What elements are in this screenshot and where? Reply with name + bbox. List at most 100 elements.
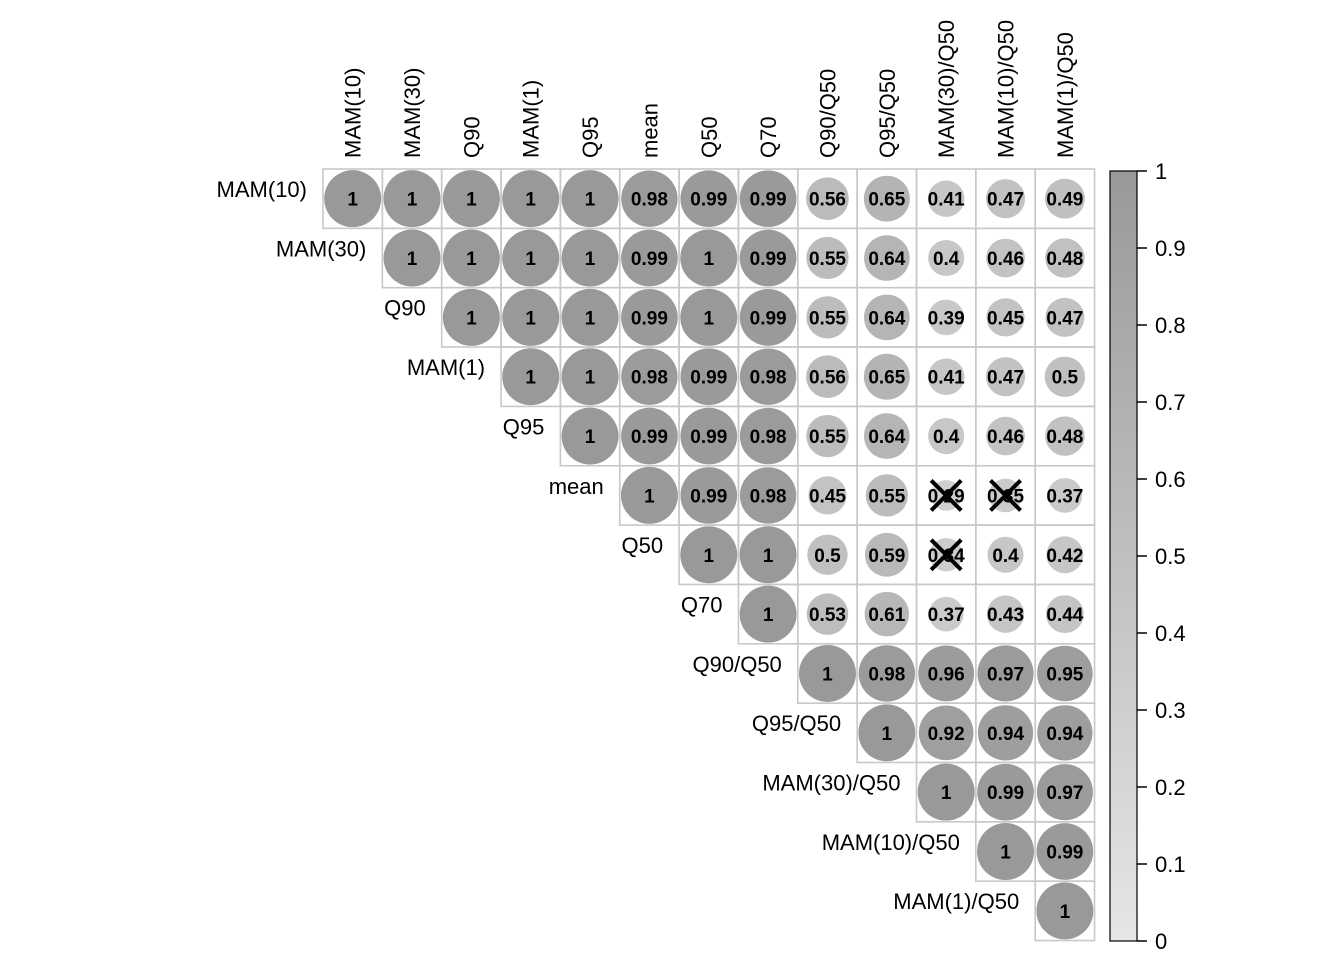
correlation-value: 0.92 [928,724,965,745]
correlation-circle [620,466,678,524]
row-label: MAM(30)/Q50 [762,771,900,796]
row-label: Q90/Q50 [693,652,782,677]
correlation-value: 1 [525,308,536,329]
correlation-value: 1 [763,605,774,626]
correlation-circle [977,705,1034,761]
correlation-circle [928,596,964,632]
row-labels: MAM(10) MAM(30) Q90 MAM(1) Q95 mean Q50 Q70 Q90/… [217,177,1020,914]
column-label: Q50 [697,116,722,158]
correlation-value: 0.61 [868,605,905,626]
colorbar-gradient [1109,170,1138,942]
row-label: MAM(1)/Q50 [893,889,1019,914]
correlation-value: 0.98 [868,664,905,685]
correlation-value: 0.56 [809,368,846,389]
row-label: Q90 [384,296,426,321]
correlation-circle [977,823,1035,881]
correlation-value: 0.4 [992,546,1019,567]
correlation-value: 0.95 [1046,664,1083,685]
correlation-circle [739,467,797,524]
correlation-value: 0.64 [868,308,905,329]
correlation-value: 0.98 [750,368,787,389]
colorbar-tick-label: 0.4 [1155,621,1186,646]
correlation-circle [739,585,797,643]
correlation-circle [806,296,849,339]
correlation-value: 0.99 [631,308,668,329]
correlation-value: 0.47 [987,368,1024,389]
colorbar-tick-label: 0.1 [1155,852,1186,877]
correlation-circle [806,177,849,221]
row-label: Q70 [681,592,723,617]
correlation-circle [917,763,975,821]
correlation-circle [680,407,738,465]
correlation-circle [561,288,619,346]
correlation-value: 1 [763,546,774,567]
correlation-value: 1 [822,664,833,685]
correlation-value: 0.96 [928,664,965,685]
correlation-value: 0.39 [928,308,965,329]
correlation-circle [680,229,738,287]
correlation-value: 0.98 [631,190,668,211]
correlation-circle [927,358,965,395]
correlation-value: 0.99 [690,427,727,448]
correlation-value: 0.4 [933,427,960,448]
correlation-value: 1 [585,368,596,389]
correlation-value: 0.56 [809,190,846,211]
correlation-value: 1 [525,368,536,389]
column-label: MAM(10)/Q50 [994,20,1019,158]
row-label: MAM(10)/Q50 [822,830,960,855]
correlation-circle [739,407,797,465]
correlation-value: 1 [703,249,714,270]
correlation-value: 0.5 [814,546,841,567]
correlation-value: 1 [585,190,596,211]
column-label: MAM(30)/Q50 [934,20,959,158]
correlation-circle [502,288,560,346]
correlation-circle [1036,764,1093,821]
correlation-value: 0.98 [631,368,668,389]
row-label: Q50 [622,533,664,558]
correlation-value: 0.48 [1046,427,1083,448]
correlation-circle [806,355,849,399]
correlation-value: 0.48 [1046,249,1083,270]
colorbar: 1 0.9 0.8 0.7 0.6 0.5 0.4 0.3 0.2 0.1 0 [1109,159,1186,954]
correlation-circle [621,407,678,465]
correlation-value: 1 [525,249,536,270]
colorbar-ticks: 1 0.9 0.8 0.7 0.6 0.5 0.4 0.3 0.2 0.1 0 [1137,159,1186,954]
correlation-value: 0.53 [809,605,846,626]
correlation-value: 1 [466,249,477,270]
correlation-value: 0.42 [1046,546,1083,567]
correlation-value: 1 [703,546,714,567]
correlation-circle [739,170,797,228]
correlation-value: 0.64 [868,427,905,448]
correlation-circle [865,474,908,517]
correlation-value: 0.37 [928,605,965,626]
column-label: mean [637,103,662,158]
correlation-value: 0.41 [928,190,965,211]
colorbar-tick-label: 0.7 [1155,390,1186,415]
correlation-circle [621,289,678,346]
correlation-circle [1046,536,1084,574]
correlation-circle [561,407,619,465]
column-label: MAM(1) [519,80,544,158]
correlation-circle [1045,297,1085,337]
correlation-circle [858,645,916,702]
correlation-value: 0.99 [987,783,1024,804]
correlation-value: 1 [941,783,952,804]
correlation-circle [986,416,1025,456]
correlation-circle [680,348,738,406]
row-label: Q95 [503,414,545,439]
correlation-value: 0.99 [690,190,727,211]
correlation-cells: 1 1 1 1 1 0.98 0.99 0.99 0.56 0.65 0.41 0.47 0.491 1 1… [324,170,1094,940]
correlation-value: 0.5 [1052,368,1079,389]
correlation-value: 0.99 [750,249,787,270]
correlation-value: 1 [585,427,596,448]
correlation-value: 0.37 [1046,486,1083,507]
correlation-value: 1 [585,249,596,270]
correlation-circle [986,595,1025,633]
colorbar-tick-label: 1 [1155,159,1167,184]
column-label: Q70 [756,116,781,158]
correlation-circle [1045,238,1085,278]
correlation-value: 1 [703,308,714,329]
column-label: MAM(1)/Q50 [1053,32,1078,158]
row-label: MAM(10) [217,177,307,202]
